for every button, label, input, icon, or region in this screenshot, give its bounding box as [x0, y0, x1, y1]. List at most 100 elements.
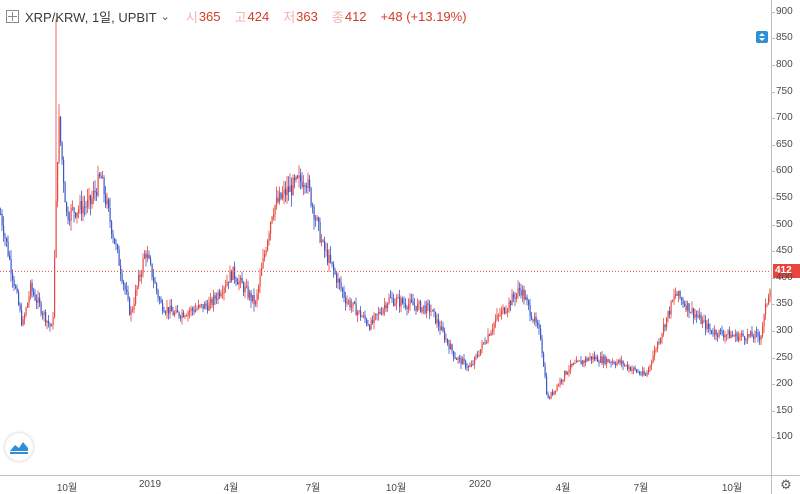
- candle-body: [274, 205, 276, 215]
- candle-body: [678, 291, 680, 296]
- candle-body: [735, 333, 737, 337]
- candle-body: [652, 355, 654, 363]
- candle-body: [360, 310, 362, 318]
- candle-body: [391, 297, 393, 299]
- candle-body: [231, 271, 233, 281]
- candle-body: [102, 177, 104, 179]
- candle-body: [681, 298, 683, 301]
- candle-body: [720, 330, 722, 331]
- candle-body: [651, 362, 653, 366]
- candle-body: [405, 303, 407, 308]
- candle-body: [120, 265, 122, 274]
- high-value: 424: [247, 8, 270, 24]
- candle-body: [414, 305, 416, 307]
- candle-body: [321, 240, 323, 243]
- candle-body: [111, 221, 113, 234]
- scroll-to-latest-icon[interactable]: [756, 31, 768, 43]
- candle-body: [628, 367, 630, 370]
- symbol-legend: XRP/KRW, 1일, UPBIT ⌄ 시 365 고 424 저 363 종…: [6, 6, 467, 26]
- candle-body: [564, 370, 566, 380]
- price-tick-label: 800: [776, 58, 793, 70]
- candle-body: [525, 297, 527, 300]
- time-tick-label: 7월: [633, 483, 649, 494]
- candle-body: [162, 302, 164, 312]
- candle-body: [259, 275, 261, 287]
- candle-body: [463, 358, 465, 361]
- candle-body: [289, 185, 291, 193]
- candle-body: [535, 316, 537, 323]
- close-label: 종: [331, 9, 344, 25]
- candle-body: [112, 233, 114, 239]
- candle-body: [169, 305, 171, 314]
- candle-body: [12, 273, 14, 280]
- candle-body: [483, 342, 485, 344]
- candle-body: [427, 303, 429, 305]
- candle-body: [709, 328, 711, 331]
- candle-body: [375, 313, 377, 316]
- candle-body: [541, 339, 543, 354]
- candle-body: [657, 342, 659, 350]
- candle-body: [496, 314, 498, 320]
- open-value: 365: [198, 8, 221, 24]
- candle-body: [48, 320, 50, 324]
- candle-body: [297, 176, 299, 178]
- price-tick-mark: [772, 224, 775, 226]
- price-axis[interactable]: 412 100 150 200 250 300 350 400 450 500 550 600 650…: [771, 0, 800, 494]
- candle-body: [31, 282, 33, 292]
- candle-body: [475, 355, 477, 358]
- chevron-down-icon[interactable]: ⌄: [160, 10, 170, 23]
- candle-body: [426, 303, 428, 314]
- candle-body: [420, 301, 422, 312]
- candle-body: [741, 333, 743, 336]
- candle-body: [613, 362, 615, 364]
- candle-body: [682, 300, 684, 305]
- candle-body: [36, 300, 38, 303]
- candle-body: [246, 286, 248, 288]
- candle-body: [471, 364, 473, 367]
- candle-body: [406, 307, 408, 310]
- candle-body: [261, 268, 263, 276]
- candle-body: [604, 356, 606, 364]
- candle-body: [117, 244, 119, 250]
- candle-body: [67, 211, 69, 220]
- candle-body: [327, 250, 329, 263]
- candle-body: [0, 213, 2, 215]
- symbol-title[interactable]: XRP/KRW, 1일, UPBIT: [25, 9, 157, 25]
- candle-body: [703, 320, 705, 322]
- candle-body: [237, 282, 239, 285]
- candle-body: [415, 306, 417, 311]
- candle-body: [570, 363, 572, 370]
- time-tick-label: 10월: [56, 483, 78, 494]
- price-tick-label: 300: [776, 324, 793, 336]
- candle-body: [268, 233, 270, 241]
- candle-body: [567, 372, 569, 375]
- candle-body: [100, 175, 102, 179]
- candle-body: [367, 324, 369, 326]
- tradingview-logo-icon[interactable]: [5, 433, 33, 461]
- time-axis[interactable]: 10월 2019 4월 7월 10월 2020 4월 7월 10월: [0, 475, 772, 494]
- candle-body: [504, 307, 506, 314]
- price-tick-mark: [772, 64, 775, 66]
- candle-body: [349, 300, 351, 308]
- price-tick-label: 850: [776, 32, 793, 44]
- candle-body: [462, 358, 464, 365]
- candle-body: [69, 219, 71, 221]
- candle-body: [217, 292, 219, 300]
- candlestick-plot[interactable]: [0, 0, 772, 476]
- gear-icon[interactable]: ⚙: [771, 475, 800, 494]
- candle-body: [222, 292, 224, 295]
- candle-body: [633, 367, 635, 370]
- candle-body: [99, 174, 101, 176]
- candle-body: [154, 281, 156, 284]
- candle-body: [646, 372, 648, 376]
- candle-body: [561, 380, 563, 382]
- candle-body: [135, 290, 137, 304]
- candle-body: [340, 282, 342, 289]
- candle-body: [705, 320, 707, 330]
- candle-body: [654, 349, 656, 356]
- candle-body: [87, 199, 89, 207]
- candle-body: [318, 217, 320, 223]
- add-box-icon[interactable]: [6, 9, 19, 23]
- candle-body: [265, 250, 267, 255]
